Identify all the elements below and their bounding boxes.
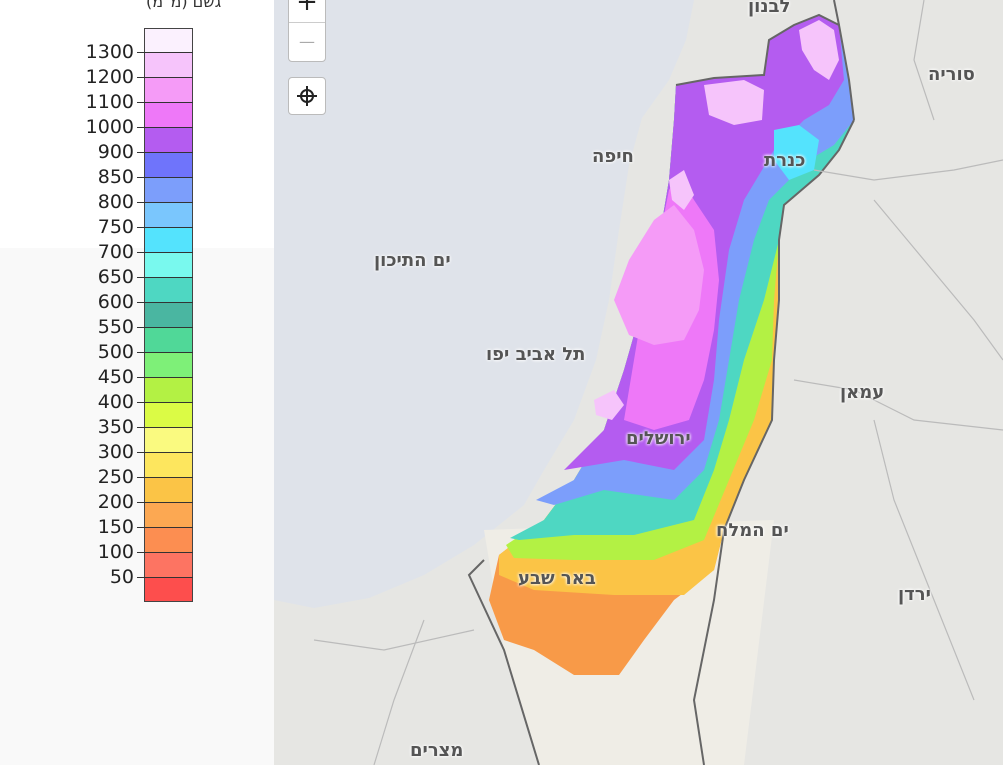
legend-color-band: [144, 502, 193, 527]
legend-color-band: [144, 477, 193, 502]
zoom-out-button[interactable]: —: [299, 32, 315, 51]
legend-tick-label: 1300: [85, 41, 134, 63]
label-lebanon: לבנון: [748, 0, 791, 17]
legend-color-band: [144, 577, 193, 602]
legend-tick-mark: [137, 77, 193, 78]
label-amman: עמאן: [840, 382, 885, 403]
legend-color-band: [144, 552, 193, 577]
legend-tick-mark: [137, 552, 193, 553]
label-dead-sea: ים המלח: [716, 520, 789, 541]
zoom-control: + —: [288, 0, 326, 62]
legend-tick-label: 300: [97, 441, 134, 463]
legend-tick-mark: [137, 227, 193, 228]
legend-color-band: [144, 227, 193, 252]
label-haifa: חיפה: [592, 146, 634, 167]
legend-tick-mark: [137, 502, 193, 503]
legend-color-band: [144, 277, 193, 302]
legend-tick-label: 1000: [85, 116, 134, 138]
legend-color-band: [144, 152, 193, 177]
legend-color-band: [144, 302, 193, 327]
label-egypt: מצרים: [410, 740, 464, 761]
legend-tick-mark: [137, 277, 193, 278]
legend-color-band: [144, 177, 193, 202]
legend-tick-label: 450: [97, 366, 134, 388]
legend-tick-label: 850: [97, 166, 134, 188]
legend-tick-mark: [137, 52, 193, 53]
legend-tick-label: 650: [97, 266, 134, 288]
label-jerusalem: ירושלים: [626, 428, 691, 449]
rainfall-overlay: [489, 15, 854, 675]
legend-tick-mark: [137, 377, 193, 378]
legend-tick-mark: [137, 152, 193, 153]
label-kinneret: כנרת: [764, 150, 806, 171]
legend-panel: גשם (מ"מ) 1300 1200 1100 1000 900 850 800 750 70…: [0, 0, 274, 765]
label-jordan: ירדן: [898, 584, 931, 605]
legend-tick-mark: [137, 402, 193, 403]
legend-tick-mark: [137, 102, 193, 103]
legend-color-band: [144, 377, 193, 402]
legend-background: [0, 0, 274, 248]
legend-color-band: [144, 527, 193, 552]
legend-color-band: [144, 327, 193, 352]
legend-tick-label: 600: [97, 291, 134, 313]
legend-tick-label: 500: [97, 341, 134, 363]
legend-tick-label: 150: [97, 516, 134, 538]
label-mediterranean: ים התיכון: [374, 250, 451, 271]
legend-color-band: [144, 352, 193, 377]
legend-color-band: [144, 102, 193, 127]
legend-tick-label: 800: [97, 191, 134, 213]
legend-color-band: [144, 52, 193, 77]
zoom-divider: [289, 22, 325, 23]
legend-tick-label: 1100: [85, 91, 134, 113]
legend-tick-label: 250: [97, 466, 134, 488]
map-canvas[interactable]: [274, 0, 1003, 765]
legend-color-band: [144, 452, 193, 477]
legend-tick-mark: [137, 527, 193, 528]
zoom-in-button[interactable]: +: [296, 0, 318, 17]
legend-tick-mark: [137, 127, 193, 128]
legend-tick-label: 700: [97, 241, 134, 263]
crosshair-icon: [297, 86, 317, 106]
legend-tick-mark: [137, 427, 193, 428]
legend-tick-mark: [137, 177, 193, 178]
legend-color-band: [144, 252, 193, 277]
legend-tick-label: 50: [109, 566, 134, 588]
legend-tick-mark: [137, 577, 193, 578]
legend-color-band: [144, 127, 193, 152]
locate-button[interactable]: [288, 77, 326, 115]
legend-tick-label: 900: [97, 141, 134, 163]
legend-tick-label: 200: [97, 491, 134, 513]
map[interactable]: + — לבנון סוריה חיפה כנרת ים התיכון תל א…: [274, 0, 1003, 765]
legend-tick-mark: [137, 252, 193, 253]
legend-tick-label: 350: [97, 416, 134, 438]
label-syria: סוריה: [928, 64, 975, 85]
legend-color-band: [144, 77, 193, 102]
legend-tick-mark: [137, 327, 193, 328]
label-beer-sheva: באר שבע: [518, 568, 596, 589]
label-tel-aviv: תל אביב יפו: [486, 344, 586, 365]
legend-tick-mark: [137, 202, 193, 203]
legend-tick-label: 550: [97, 316, 134, 338]
legend-tick-mark: [137, 477, 193, 478]
legend-tick-mark: [137, 302, 193, 303]
legend-color-band: [144, 427, 193, 452]
legend-tick-label: 1200: [85, 66, 134, 88]
legend-color-band: [144, 28, 193, 52]
mediterranean-sea: [274, 0, 694, 608]
legend-tick-mark: [137, 352, 193, 353]
roads: [313, 0, 1003, 765]
legend-tick-label: 400: [97, 391, 134, 413]
legend-tick-label: 100: [97, 541, 134, 563]
legend-color-band: [144, 202, 193, 227]
legend-title: גשם (מ"מ): [146, 0, 222, 11]
legend-tick-mark: [137, 452, 193, 453]
country-borders: [467, 0, 855, 765]
legend-color-band: [144, 402, 193, 427]
legend-tick-label: 750: [97, 216, 134, 238]
